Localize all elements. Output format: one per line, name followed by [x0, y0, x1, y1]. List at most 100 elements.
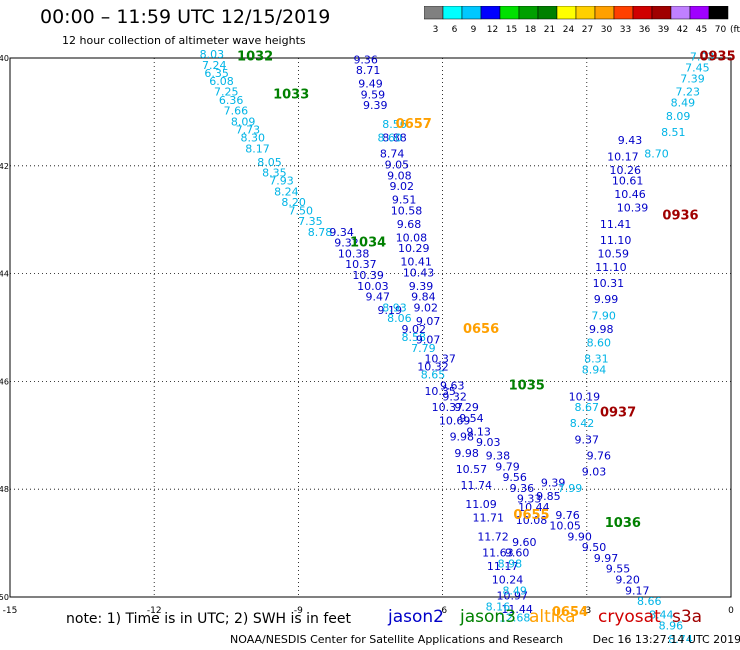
- wave-height-label: 11.63: [482, 547, 514, 560]
- wave-height-label: 9.54: [459, 412, 484, 425]
- wave-height-label: 8.74: [668, 633, 693, 646]
- color-scale-label: 39: [658, 25, 670, 35]
- wave-height-label: 10.35: [424, 385, 456, 398]
- y-tick-label: -48: [0, 485, 9, 494]
- wave-height-label: 7.24: [202, 59, 227, 72]
- y-tick-label: -40: [0, 54, 9, 63]
- wave-height-label: 9.29: [454, 401, 479, 414]
- x-tick-label: 0: [728, 606, 734, 616]
- wave-height-label: 6.08: [209, 75, 234, 88]
- footer: NOAA/NESDIS Center for Satellite Applica…: [230, 633, 740, 646]
- footer-timestamp: Dec 16 13:27:14 UTC 2019: [592, 633, 740, 646]
- color-scale-label: 42: [677, 25, 688, 35]
- wave-height-label: 8.56: [382, 118, 407, 131]
- wave-height-label: 8.49: [502, 584, 527, 597]
- wave-height-label: 10.46: [614, 188, 646, 201]
- wave-height-label: 8.09: [231, 115, 256, 128]
- color-scale-label: 6: [452, 25, 458, 35]
- wave-height-label: 9.90: [567, 530, 592, 543]
- wave-height-label: 9.02: [389, 180, 414, 193]
- x-tick-label: -6: [438, 606, 447, 616]
- wave-height-label: 9.79: [495, 460, 520, 473]
- wave-height-label: 10.58: [391, 204, 423, 217]
- pass-time-label: 1036: [605, 516, 641, 531]
- wave-height-label: 9.98: [454, 447, 479, 460]
- wave-height-label: 9.20: [615, 574, 640, 587]
- legend-jason2: jason2: [388, 607, 444, 627]
- wave-height-label: 9.39: [363, 99, 388, 112]
- wave-height-label: 6.35: [204, 67, 229, 80]
- pass-time-label: 1035: [509, 378, 545, 393]
- wave-height-label: 8.78: [308, 226, 333, 239]
- wave-height-label: 9.36: [353, 53, 378, 66]
- wave-height-label: 11.71: [473, 512, 505, 525]
- wave-height-label: 8.17: [245, 142, 270, 155]
- wave-height-label: 10.03: [357, 280, 389, 293]
- wave-height-label: 9.50: [582, 541, 607, 554]
- plot-frame: [9, 57, 732, 598]
- wave-height-label: 9.43: [618, 134, 643, 147]
- wave-height-label: 7.93: [269, 175, 294, 188]
- x-tick-label: -12: [147, 606, 162, 616]
- wave-height-label: 7.73: [236, 123, 261, 136]
- color-scale-label: 15: [506, 25, 517, 35]
- wave-height-label: 9.19: [377, 304, 402, 317]
- pass-time-label: 0937: [600, 405, 636, 420]
- wave-height-label: 8.44: [649, 609, 674, 622]
- wave-height-label: 8.93: [382, 301, 407, 314]
- wave-height-label: 7.90: [591, 309, 616, 322]
- wave-height-label: 8.24: [274, 185, 299, 198]
- pass-time-label: 1032: [237, 50, 273, 65]
- wave-height-label: 10.08: [396, 231, 428, 244]
- color-scale-label: 33: [620, 25, 631, 35]
- wave-height-label: 10.29: [398, 242, 430, 255]
- wave-height-label: 11.10: [600, 234, 632, 247]
- pass-time-label: 0936: [662, 209, 698, 224]
- wave-height-label: 9.99: [594, 293, 619, 306]
- color-scale-label: 30: [601, 25, 613, 35]
- y-tick-label: -46: [0, 377, 9, 386]
- wave-height-label: 10.17: [607, 150, 639, 163]
- wave-height-label: 9.03: [582, 466, 607, 479]
- wave-height-label: 11.17: [487, 560, 519, 573]
- footnote: note: 1) Time is in UTC; 2) SWH is in fe…: [66, 611, 352, 627]
- chart-subtitle: 12 hour collection of altimeter wave hei…: [62, 34, 306, 47]
- wave-height-label: 9.63: [440, 379, 465, 392]
- color-scale-label: 9: [471, 25, 477, 35]
- wave-height-label: 10.08: [516, 514, 548, 527]
- wave-height-label: 9.32: [442, 390, 467, 403]
- y-tick-label: -50: [0, 593, 9, 602]
- wave-height-label: 8.94: [582, 363, 607, 376]
- wave-height-label: 11.09: [465, 498, 497, 511]
- wave-height-label: 10.38: [338, 247, 370, 260]
- wave-height-label: 8.30: [240, 132, 265, 145]
- wave-height-label: 10.32: [417, 361, 449, 374]
- wave-height-label: 9.33: [517, 493, 542, 506]
- wave-height-label: 8.16: [486, 600, 511, 613]
- wave-height-label: 8.88: [382, 132, 407, 145]
- x-tick-label: -9: [294, 606, 303, 616]
- wave-height-label: 11.10: [595, 261, 627, 274]
- wave-height-label: 7.25: [214, 86, 239, 99]
- wave-height-label: 11.72: [477, 530, 509, 543]
- wave-height-label: 8.31: [584, 353, 609, 366]
- legend-cryosat: cryosat: [598, 607, 661, 627]
- wave-height-label: 10.39: [352, 269, 384, 282]
- y-tick-label: -44: [0, 270, 9, 279]
- wave-height-label: 9.60: [505, 547, 530, 560]
- wave-height-label: 10.69: [439, 415, 471, 428]
- wave-height-label: 9.08: [387, 169, 412, 182]
- color-scale-label: 3: [433, 25, 439, 35]
- color-scale-label: 27: [582, 25, 593, 35]
- wave-height-label: 9.13: [466, 425, 491, 438]
- color-scale-label: 24: [563, 25, 575, 35]
- wave-height-label: 9.32: [334, 237, 359, 250]
- wave-height-label: 9.98: [450, 431, 475, 444]
- wave-height-label: 9.05: [385, 158, 410, 171]
- wave-height-label: 7.66: [224, 105, 249, 118]
- wave-height-label: 8.20: [281, 196, 306, 209]
- wave-height-label: 8.74: [380, 148, 405, 161]
- wave-height-label: 9.76: [555, 509, 580, 522]
- color-scale-label: 45: [696, 25, 707, 35]
